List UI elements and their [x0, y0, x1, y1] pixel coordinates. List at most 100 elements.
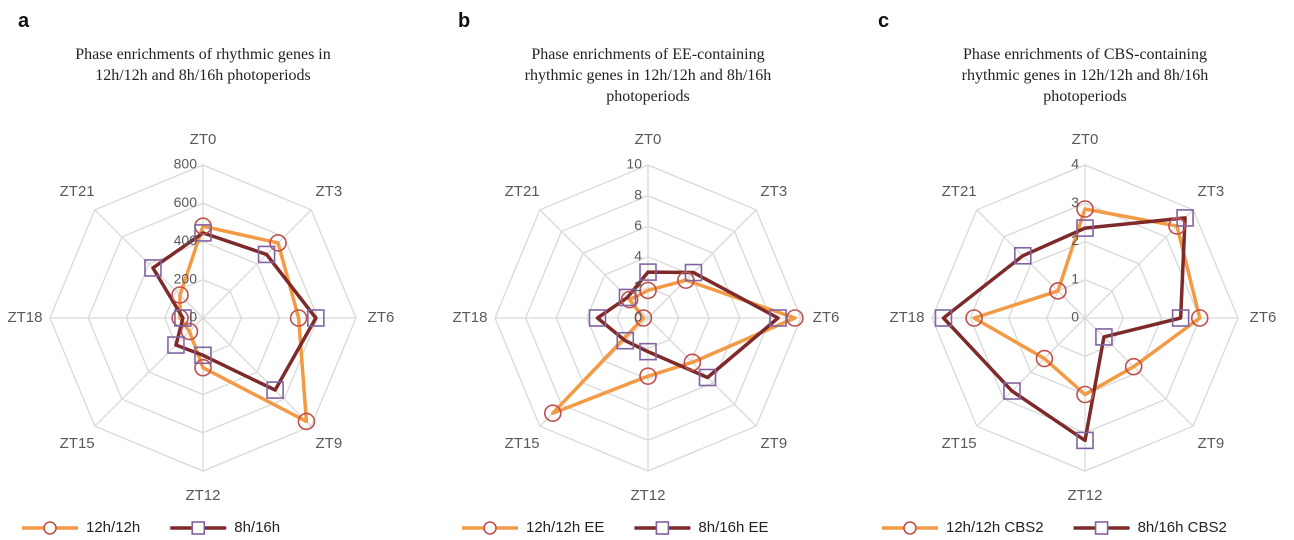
panel-label: b — [458, 10, 471, 32]
category-label: ZT12 — [630, 487, 665, 504]
y-tick-label: 4 — [1071, 156, 1079, 172]
marker — [934, 309, 953, 327]
category-label: ZT0 — [635, 131, 662, 148]
series-line — [151, 231, 318, 392]
y-tick-label: 0 — [1071, 309, 1079, 325]
category-label: ZT12 — [1067, 487, 1102, 504]
category-label: ZT18 — [452, 309, 487, 326]
y-tick-label: 8 — [634, 186, 642, 202]
marker — [639, 281, 657, 300]
y-tick-label: 200 — [174, 270, 198, 286]
series-line — [941, 216, 1187, 443]
marker — [698, 368, 717, 387]
marker — [1076, 200, 1094, 218]
y-tick-label: 6 — [634, 217, 642, 233]
category-label: ZT18 — [889, 309, 924, 326]
y-tick-label: 4 — [634, 248, 642, 264]
marker — [1003, 382, 1021, 400]
spoke — [94, 317, 204, 427]
category-label: ZT6 — [368, 309, 395, 326]
marker — [1049, 282, 1067, 300]
category-label: ZT9 — [761, 435, 788, 452]
marker — [194, 224, 212, 242]
spoke — [94, 209, 204, 319]
marker — [618, 288, 637, 307]
legend-label: 8h/16h CBS2 — [1138, 519, 1227, 536]
legend-marker — [483, 521, 497, 535]
spoke — [202, 317, 312, 427]
marker — [634, 309, 653, 327]
series-line — [595, 270, 780, 380]
legend-marker — [655, 521, 670, 535]
legend-label: 8h/16h EE — [698, 519, 768, 536]
marker — [1124, 357, 1143, 376]
y-tick-label: 1 — [1071, 270, 1079, 286]
marker — [1095, 328, 1113, 346]
spoke — [1084, 209, 1194, 319]
marker — [1013, 246, 1032, 265]
marker — [1076, 431, 1094, 450]
category-label: ZT15 — [60, 435, 95, 452]
y-tick-label: 0 — [634, 309, 642, 325]
spoke — [202, 209, 312, 319]
panel-label: c — [878, 10, 890, 32]
legend-marker — [903, 521, 917, 535]
spoke — [976, 317, 1086, 427]
y-tick-label: 2 — [1071, 232, 1079, 248]
marker — [266, 381, 284, 399]
y-tick-label: 600 — [174, 194, 198, 210]
legend-label: 12h/12h EE — [526, 519, 604, 536]
marker — [1076, 385, 1094, 404]
y-tick-label: 10 — [626, 156, 642, 172]
category-label: ZT21 — [60, 183, 95, 200]
category-label: ZT3 — [1198, 183, 1225, 200]
marker — [297, 412, 316, 431]
marker — [194, 358, 212, 377]
marker — [684, 263, 703, 282]
marker — [769, 309, 787, 327]
marker — [639, 367, 657, 385]
legend-marker — [43, 521, 57, 535]
y-tick-label: 800 — [174, 156, 198, 172]
panel-label: a — [18, 10, 30, 32]
marker — [620, 290, 639, 309]
marker — [965, 309, 983, 327]
marker — [180, 322, 199, 341]
marker — [174, 309, 192, 327]
marker — [786, 309, 804, 327]
marker — [1176, 209, 1194, 227]
marker — [307, 309, 325, 327]
y-tick-label: 3 — [1071, 194, 1079, 210]
chart-title: Phase enrichments of CBS-containing rhyt… — [961, 46, 1209, 105]
category-label: ZT6 — [813, 309, 840, 326]
category-label: ZT0 — [1072, 131, 1099, 148]
category-label: ZT12 — [185, 487, 220, 504]
chart-title: Phase enrichments of EE-containing rhyth… — [524, 46, 772, 105]
marker — [144, 259, 162, 277]
category-label: ZT9 — [1198, 435, 1225, 452]
marker — [269, 234, 287, 252]
marker — [1171, 309, 1190, 327]
y-tick-label: 400 — [174, 232, 198, 248]
category-label: ZT3 — [761, 183, 788, 200]
legend-label: 8h/16h — [234, 519, 280, 536]
marker — [683, 353, 702, 372]
category-label: ZT0 — [190, 131, 217, 148]
category-label: ZT6 — [1250, 309, 1277, 326]
y-tick-label: 2 — [634, 278, 642, 294]
marker — [167, 336, 185, 354]
category-label: ZT21 — [942, 183, 977, 200]
marker — [1035, 349, 1054, 368]
legend-label: 12h/12h CBS2 — [946, 519, 1044, 536]
category-label: ZT9 — [316, 435, 343, 452]
marker — [1190, 309, 1209, 327]
category-label: ZT3 — [316, 183, 343, 200]
y-tick-label: 0 — [189, 309, 197, 325]
marker — [194, 346, 212, 365]
legend-marker — [1094, 521, 1109, 535]
marker — [616, 331, 635, 350]
marker — [257, 245, 276, 264]
category-label: ZT18 — [7, 309, 42, 326]
